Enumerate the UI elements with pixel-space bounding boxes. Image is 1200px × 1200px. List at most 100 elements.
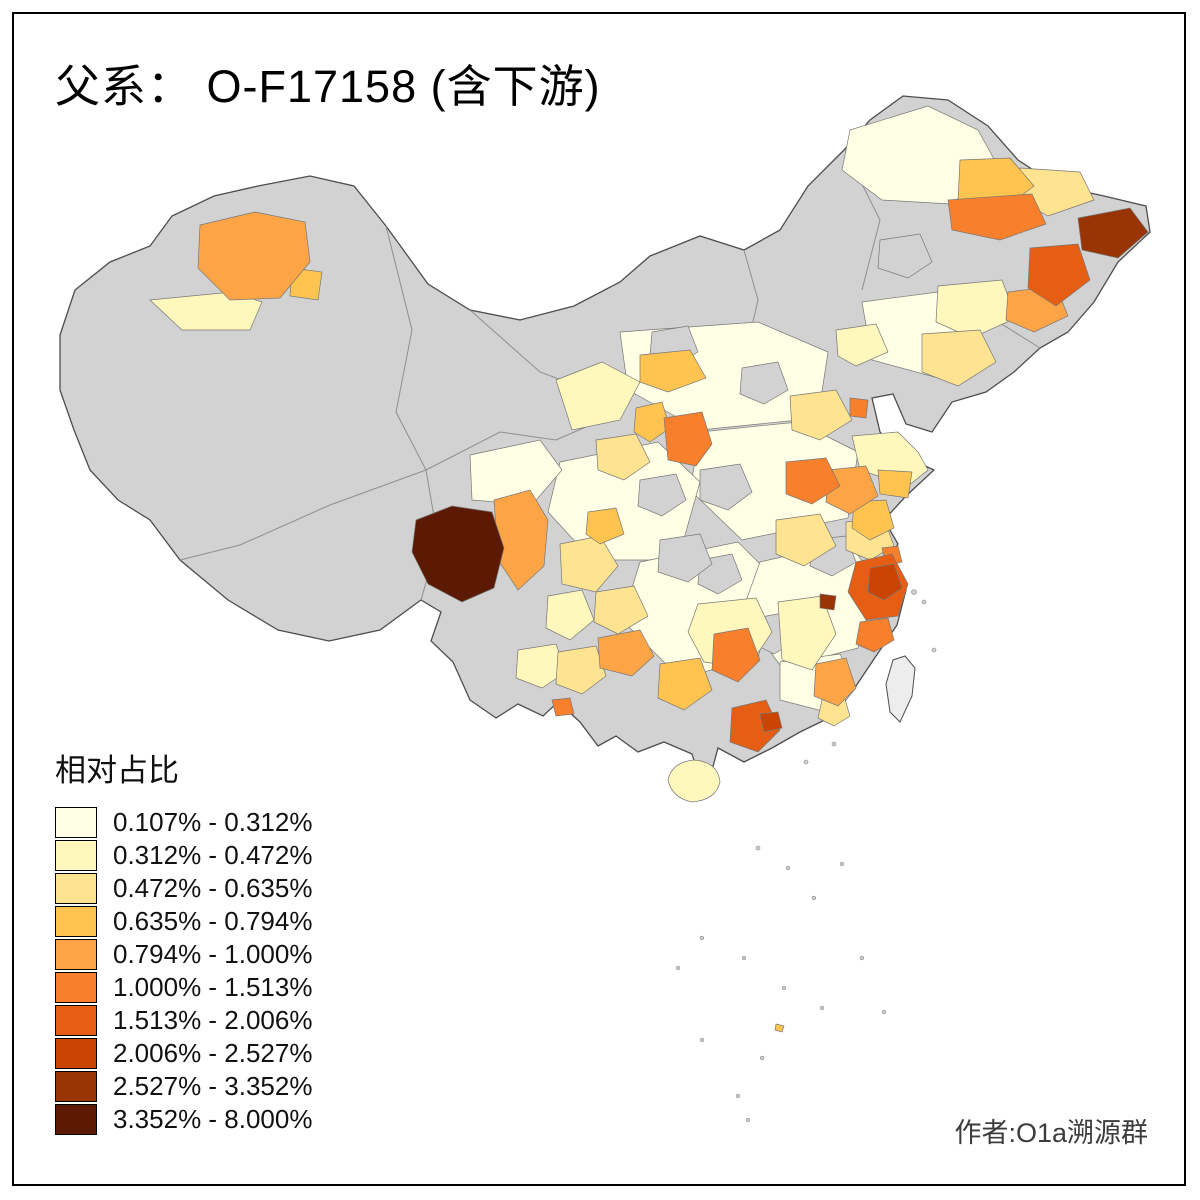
islet	[931, 647, 937, 653]
islet	[839, 861, 845, 867]
legend-swatch	[55, 873, 97, 904]
map-region[interactable]	[555, 361, 641, 431]
map-region[interactable]	[825, 465, 879, 515]
legend-swatch	[55, 807, 97, 838]
legend-item: 2.527% - 3.352%	[55, 1070, 312, 1103]
islet	[759, 1055, 765, 1061]
map-region[interactable]	[867, 563, 903, 601]
legend-item: 2.006% - 2.527%	[55, 1037, 312, 1070]
map-region[interactable]	[785, 457, 841, 505]
legend-rows: 0.107% - 0.312% 0.312% - 0.472% 0.472% - 0…	[55, 806, 312, 1136]
map-region[interactable]	[835, 323, 889, 367]
legend: 相对占比 0.107% - 0.312% 0.312% - 0.472% 0.472…	[55, 745, 312, 1136]
map-region[interactable]	[585, 507, 625, 545]
province-border	[425, 419, 603, 471]
map-region[interactable]	[667, 759, 721, 803]
legend-swatch	[55, 1104, 97, 1135]
islet	[755, 845, 761, 851]
islet	[819, 1005, 825, 1011]
legend-swatch	[55, 1038, 97, 1069]
islet	[741, 955, 747, 961]
map-region[interactable]	[775, 513, 837, 567]
map-region[interactable]	[555, 645, 607, 695]
islet	[735, 1093, 741, 1099]
legend-item: 1.513% - 2.006%	[55, 1004, 312, 1037]
legend-item: 0.794% - 1.000%	[55, 938, 312, 971]
map-region[interactable]	[551, 697, 575, 717]
islet	[745, 1117, 751, 1123]
map-region[interactable]	[411, 505, 505, 603]
province-border	[179, 469, 427, 561]
map-region-nodata[interactable]	[657, 533, 713, 583]
legend-item: 0.312% - 0.472%	[55, 839, 312, 872]
islet	[881, 1009, 887, 1015]
legend-swatch	[55, 972, 97, 1003]
map-region[interactable]	[545, 589, 595, 641]
islet	[859, 955, 865, 961]
map-title: 父系： O-F17158 (含下游)	[55, 61, 601, 112]
map-region[interactable]	[595, 433, 651, 481]
map-region[interactable]	[1027, 243, 1091, 307]
map-region-nodata[interactable]	[877, 233, 933, 279]
map-region[interactable]	[593, 585, 649, 635]
map-region[interactable]	[877, 469, 913, 499]
map-region[interactable]	[921, 329, 997, 387]
map-region[interactable]	[711, 627, 761, 683]
map-region[interactable]	[855, 617, 895, 653]
legend-item: 3.352% - 8.000%	[55, 1103, 312, 1136]
islet	[781, 985, 787, 991]
islet	[803, 759, 809, 765]
legend-swatch	[55, 1005, 97, 1036]
legend-label: 2.527% - 3.352%	[113, 1071, 313, 1101]
map-region[interactable]	[663, 411, 713, 467]
islet	[699, 1037, 705, 1043]
map-region-nodata[interactable]	[699, 463, 753, 511]
map-region[interactable]	[759, 711, 783, 733]
legend-item: 0.107% - 0.312%	[55, 806, 312, 839]
map-region[interactable]	[633, 401, 671, 443]
islet	[921, 599, 927, 605]
map-region[interactable]	[515, 643, 567, 689]
legend-label: 0.107% - 0.312%	[113, 807, 313, 837]
taiwan-outline	[885, 655, 916, 723]
legend-label: 2.006% - 2.527%	[113, 1038, 313, 1068]
map-region[interactable]	[469, 439, 563, 506]
map-region[interactable]	[819, 593, 837, 611]
map-region[interactable]	[774, 1023, 785, 1033]
map-region-nodata[interactable]	[739, 361, 789, 405]
map-region[interactable]	[597, 629, 655, 677]
legend-swatch	[55, 939, 97, 970]
map-region[interactable]	[851, 499, 895, 541]
legend-label: 0.635% - 0.794%	[113, 906, 313, 936]
map-region[interactable]	[149, 291, 263, 331]
map-region[interactable]	[657, 657, 713, 711]
map-region[interactable]	[777, 595, 837, 671]
map-region[interactable]	[789, 389, 853, 441]
legend-swatch	[55, 1071, 97, 1102]
map-region[interactable]	[947, 193, 1047, 241]
legend-title: 相对占比	[55, 753, 179, 788]
islet	[911, 589, 917, 595]
map-region[interactable]	[1077, 207, 1149, 259]
legend-item: 1.000% - 1.513%	[55, 971, 312, 1004]
legend-label: 0.312% - 0.472%	[113, 840, 313, 870]
map-region[interactable]	[813, 657, 857, 707]
islet	[785, 865, 791, 871]
map-region[interactable]	[849, 397, 869, 419]
legend-label: 3.352% - 8.000%	[113, 1104, 313, 1134]
legend-label: 0.472% - 0.635%	[113, 873, 313, 903]
islet	[675, 965, 681, 971]
legend-label: 0.794% - 1.000%	[113, 939, 313, 969]
legend-item: 0.472% - 0.635%	[55, 872, 312, 905]
islet	[699, 935, 705, 941]
author-credit: 作者:O1a溯源群	[954, 1118, 1148, 1148]
map-region-nodata[interactable]	[637, 473, 687, 517]
legend-item: 0.635% - 0.794%	[55, 905, 312, 938]
legend-swatch	[55, 906, 97, 937]
map-region[interactable]	[197, 211, 311, 301]
map-region[interactable]	[935, 279, 1017, 339]
islet	[831, 741, 837, 747]
map-region[interactable]	[639, 349, 707, 393]
